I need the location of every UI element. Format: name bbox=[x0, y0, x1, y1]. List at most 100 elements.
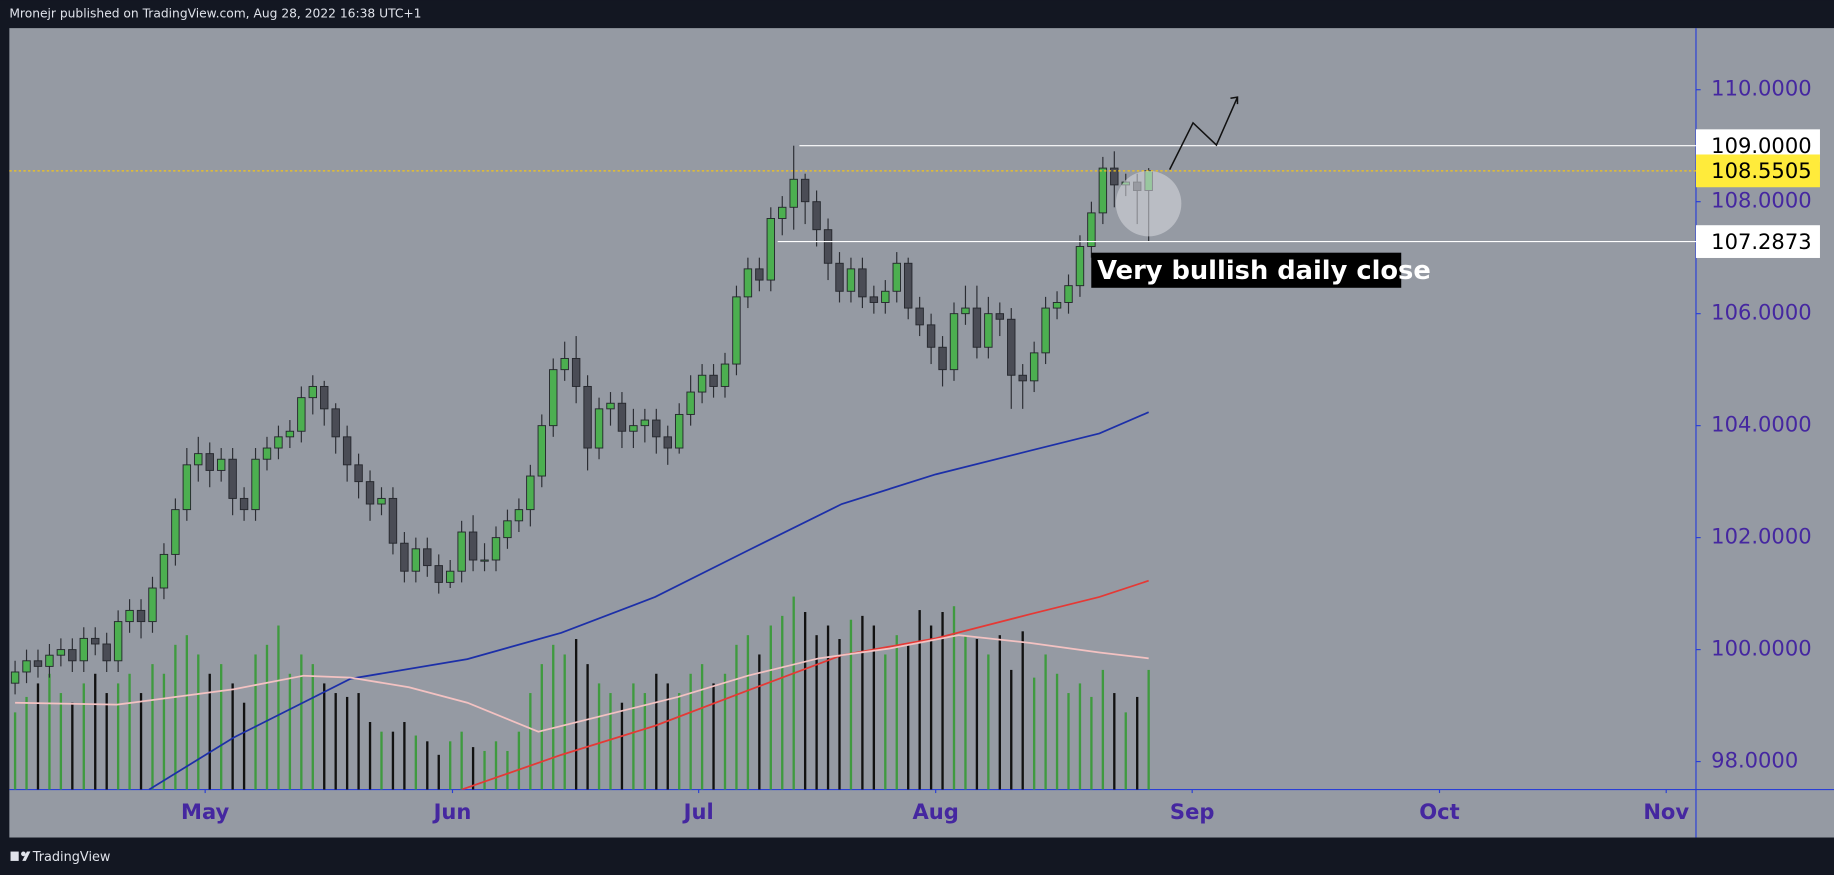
volume-bar bbox=[700, 664, 704, 790]
plot-area bbox=[10, 145, 1153, 790]
candle-body bbox=[1098, 167, 1108, 214]
candle-body bbox=[113, 621, 123, 662]
volume-bar bbox=[483, 750, 486, 790]
candle-body bbox=[354, 464, 363, 483]
volume-bar bbox=[426, 741, 429, 790]
y-tick-label: 102.0000 bbox=[1711, 524, 1811, 549]
candle-body bbox=[640, 419, 650, 427]
candle-body bbox=[320, 385, 329, 410]
price-label: 109.0000 bbox=[1711, 133, 1811, 158]
highlight-circle bbox=[1115, 170, 1182, 237]
volume-bar bbox=[907, 644, 910, 790]
candle-body bbox=[560, 357, 569, 371]
moving-average bbox=[15, 634, 1149, 733]
volume-bar bbox=[655, 673, 658, 790]
volume-bar bbox=[1044, 654, 1047, 790]
volume-bar bbox=[460, 731, 463, 790]
candle-body bbox=[571, 357, 581, 387]
candle-body bbox=[491, 537, 501, 561]
candle-body bbox=[926, 324, 936, 348]
volume-bar bbox=[82, 683, 85, 790]
volume-bar bbox=[563, 654, 566, 790]
candle-body bbox=[652, 419, 661, 438]
candle-body bbox=[216, 458, 226, 471]
candle-body bbox=[514, 509, 524, 522]
volume-bar bbox=[357, 693, 360, 790]
y-tick-label: 108.0000 bbox=[1711, 188, 1811, 213]
volume-bar bbox=[849, 619, 853, 790]
volume-bar bbox=[540, 664, 543, 790]
candle-body bbox=[79, 637, 88, 662]
volume-bar bbox=[769, 625, 772, 790]
candle-body bbox=[365, 481, 375, 505]
volume-bar bbox=[59, 693, 63, 790]
candle-body bbox=[45, 654, 54, 667]
volume-bar bbox=[929, 625, 933, 790]
candle-body bbox=[136, 609, 146, 623]
candle-body bbox=[22, 660, 31, 673]
volume-bar bbox=[643, 693, 647, 790]
volume-bar bbox=[71, 702, 74, 790]
candle-body bbox=[743, 268, 753, 298]
candle-body bbox=[468, 531, 478, 561]
candle-body bbox=[800, 178, 810, 203]
volume-bar bbox=[803, 612, 807, 790]
volume-bar bbox=[609, 693, 612, 790]
candle-body bbox=[377, 497, 386, 505]
volume-bar bbox=[574, 639, 578, 790]
volume-bar bbox=[391, 731, 395, 790]
volume-bar bbox=[1113, 693, 1116, 790]
volume-bar bbox=[1090, 696, 1093, 790]
x-tick-label: Jul bbox=[682, 799, 714, 824]
volume-bar bbox=[826, 625, 830, 790]
candle-body bbox=[423, 548, 432, 567]
candle-body bbox=[537, 425, 547, 477]
candle-body bbox=[308, 385, 318, 399]
volume-bar bbox=[494, 741, 498, 790]
volume-bar bbox=[300, 654, 303, 790]
candle-body bbox=[10, 671, 20, 684]
candle-body bbox=[858, 268, 867, 298]
candle-body bbox=[297, 397, 306, 432]
candle-body bbox=[812, 201, 821, 231]
candle-body bbox=[1087, 212, 1096, 247]
candle-body bbox=[33, 660, 43, 667]
volume-bar bbox=[208, 673, 211, 790]
volume-bar bbox=[185, 635, 189, 790]
logo bbox=[10, 851, 31, 861]
volume-bar bbox=[1067, 693, 1070, 790]
candle-body bbox=[400, 542, 409, 572]
volume-bar bbox=[987, 654, 990, 790]
candle-body bbox=[480, 559, 489, 562]
x-tick-label: Jun bbox=[432, 799, 472, 824]
footer: TradingView bbox=[32, 850, 111, 865]
candle-body bbox=[331, 408, 340, 438]
candle-body bbox=[194, 453, 203, 466]
candle-body bbox=[869, 296, 879, 303]
volume-bar bbox=[723, 673, 727, 790]
volume-bar bbox=[975, 639, 979, 790]
candle-body bbox=[835, 262, 844, 292]
candle-body bbox=[778, 206, 787, 219]
candle-body bbox=[995, 313, 1005, 320]
volume-bar bbox=[781, 615, 784, 790]
y-tick-label: 106.0000 bbox=[1711, 300, 1811, 325]
candle-body bbox=[697, 374, 707, 393]
candle-body bbox=[68, 649, 77, 662]
volume-bar bbox=[36, 683, 40, 790]
volume-bar bbox=[1101, 669, 1105, 790]
volume-bar bbox=[597, 683, 601, 790]
candle-body bbox=[251, 458, 260, 511]
volume-bar bbox=[242, 702, 246, 790]
candle-body bbox=[961, 307, 970, 315]
volume-bar bbox=[838, 639, 841, 790]
volume-bar bbox=[952, 606, 956, 790]
candle-body bbox=[606, 402, 615, 410]
volume-bar bbox=[872, 625, 876, 790]
volume-bar bbox=[529, 693, 532, 790]
volume-bar bbox=[666, 683, 669, 790]
volume-bar bbox=[449, 741, 452, 790]
price-label: 107.2873 bbox=[1711, 229, 1811, 254]
y-tick-label: 104.0000 bbox=[1711, 412, 1811, 437]
candle-body bbox=[972, 307, 982, 348]
